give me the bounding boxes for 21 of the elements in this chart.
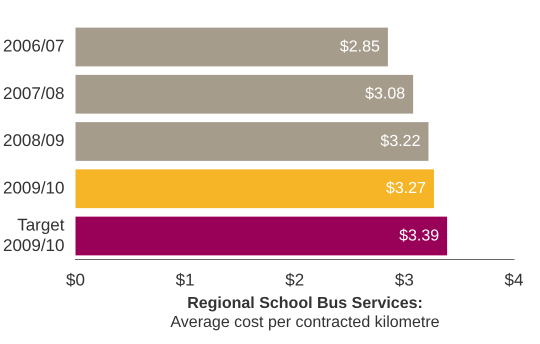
x-tick-label: $3 bbox=[394, 270, 414, 290]
x-axis-title: Regional School Bus Services: Average cost per contracted kilometre bbox=[169, 294, 441, 332]
y-tick-label: 2008/09 bbox=[3, 131, 64, 150]
x-tick-label: $2 bbox=[285, 270, 304, 290]
y-tick-label: 2006/07 bbox=[3, 36, 64, 56]
x-tick-label: $1 bbox=[176, 270, 195, 290]
data-label: $2.85 bbox=[340, 38, 380, 56]
y-tick-label: Target 2009/10 bbox=[3, 215, 65, 255]
y-tick-label: 2007/08 bbox=[3, 84, 64, 103]
bar bbox=[75, 169, 434, 208]
x-tick-label: $4 bbox=[504, 270, 524, 290]
bar bbox=[75, 122, 428, 161]
y-tick-label: 2009/10 bbox=[3, 178, 64, 198]
bar bbox=[75, 74, 414, 114]
data-label: $3.27 bbox=[386, 180, 426, 198]
bar bbox=[75, 216, 448, 256]
data-label: $3.08 bbox=[365, 86, 406, 103]
data-label: $3.22 bbox=[380, 132, 421, 150]
x-tick-label: $0 bbox=[66, 270, 85, 290]
bar bbox=[75, 28, 388, 66]
data-label: $3.39 bbox=[399, 227, 440, 244]
